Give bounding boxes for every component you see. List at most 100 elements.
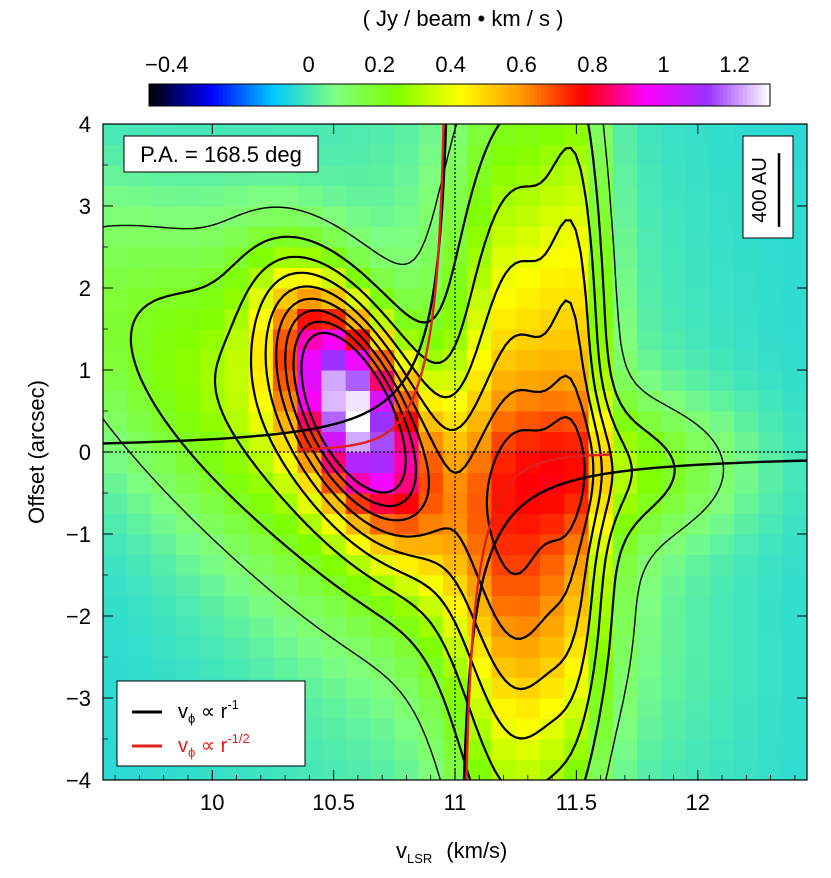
heatmap-cell xyxy=(175,554,201,576)
heatmap-cell xyxy=(103,657,104,678)
heatmap-cell xyxy=(370,267,395,289)
heatmap-cell xyxy=(321,493,347,514)
colorbar-segment xyxy=(672,84,678,106)
heatmap-cell xyxy=(685,206,711,227)
heatmap-cell xyxy=(491,308,517,330)
colorbar-segment xyxy=(249,84,255,106)
heatmap-cell xyxy=(200,247,225,268)
heatmap-cell xyxy=(685,185,711,207)
heatmap-cell xyxy=(491,124,517,145)
heatmap-cell xyxy=(175,370,201,391)
heatmap-cell xyxy=(394,554,420,576)
heatmap-cell xyxy=(807,186,831,207)
heatmap-cell xyxy=(467,124,492,145)
heatmap-cell xyxy=(151,411,177,432)
heatmap-cell xyxy=(612,759,638,780)
heatmap-cell xyxy=(491,739,517,760)
heatmap-cell xyxy=(370,431,395,453)
colorbar-segment xyxy=(409,84,414,106)
heatmap-cell xyxy=(612,226,638,248)
heatmap-cell xyxy=(539,452,565,473)
colorbar-segment xyxy=(246,84,251,106)
colorbar-segment xyxy=(630,84,635,106)
colorbar-segment xyxy=(176,84,181,106)
heatmap-cell xyxy=(661,349,687,371)
heatmap-cell xyxy=(807,350,831,371)
heatmap-cell xyxy=(103,267,128,289)
heatmap-cell xyxy=(515,698,541,719)
heatmap-cell xyxy=(612,288,638,309)
heatmap-cell xyxy=(467,657,492,678)
heatmap-cell xyxy=(321,657,347,678)
heatmap-cell xyxy=(200,616,225,637)
heatmap-cell xyxy=(539,390,565,412)
heatmap-cell xyxy=(224,247,250,268)
heatmap-cell xyxy=(539,718,565,740)
colorbar-segment xyxy=(696,84,701,106)
heatmap-cell xyxy=(151,185,177,207)
heatmap-cell xyxy=(709,677,735,699)
heatmap-cell xyxy=(782,616,807,637)
heatmap-cell xyxy=(637,308,662,330)
heatmap-cell xyxy=(734,247,759,268)
heatmap-cell xyxy=(515,329,541,350)
colorbar-segment xyxy=(393,84,398,106)
heatmap-cell xyxy=(345,677,371,699)
heatmap-cell xyxy=(151,657,177,678)
colorbar-segment xyxy=(350,84,356,106)
heatmap-cell xyxy=(588,185,614,207)
heatmap-cell xyxy=(467,472,492,494)
colorbar-segment xyxy=(312,84,317,106)
colorbar-segment xyxy=(230,84,235,106)
heatmap-cell xyxy=(224,452,250,473)
heatmap-cell xyxy=(637,206,662,227)
heatmap-cell xyxy=(224,370,250,391)
heatmap-cell xyxy=(321,677,347,699)
heatmap-cell xyxy=(709,411,735,432)
heatmap-cell xyxy=(103,411,128,432)
heatmap-cell xyxy=(272,390,298,412)
heatmap-cell xyxy=(248,452,274,473)
colorbar-segment xyxy=(218,84,224,106)
colorbar-segment xyxy=(397,84,402,106)
heatmap-cell xyxy=(103,165,104,186)
heatmap-cell xyxy=(709,390,735,412)
heatmap-cell xyxy=(637,698,662,719)
heatmap-cell xyxy=(103,411,104,432)
heatmap-cell xyxy=(224,657,250,678)
heatmap-cell xyxy=(370,165,395,186)
colorbar-segment xyxy=(315,84,321,106)
colorbar-segment xyxy=(704,84,709,106)
heatmap-cell xyxy=(807,227,831,248)
heatmap-cell xyxy=(661,534,687,555)
heatmap-cell xyxy=(807,145,831,166)
heatmap-cell xyxy=(175,431,201,453)
colorbar-segment xyxy=(440,84,445,106)
rotation-curves xyxy=(103,124,807,780)
heatmap-cell xyxy=(807,452,831,473)
heatmap-cell xyxy=(539,759,565,780)
heatmap-cell xyxy=(467,144,492,166)
colorbar-tick-label: 0.6 xyxy=(506,52,537,77)
colorbar-segment xyxy=(490,84,496,106)
heatmap-cell xyxy=(442,165,468,186)
heatmap-cell xyxy=(661,575,687,596)
colorbar-segment xyxy=(447,84,453,106)
heatmap-cell xyxy=(248,349,274,371)
heatmap-cell xyxy=(418,595,444,617)
contour-level xyxy=(275,297,595,640)
heatmap-cell xyxy=(515,206,541,227)
heatmap-cell xyxy=(807,432,831,453)
heatmap-cell xyxy=(685,308,711,330)
heatmap-cell xyxy=(151,452,177,473)
heatmap-cell xyxy=(734,636,759,658)
heatmap-cell xyxy=(248,247,274,268)
heatmap-cell xyxy=(151,267,177,289)
heatmap-cell xyxy=(224,226,250,248)
heatmap-cell xyxy=(394,575,420,596)
heatmap-cell xyxy=(709,472,735,494)
heatmap-cell xyxy=(151,636,177,658)
heatmap-cell xyxy=(103,616,128,637)
colorbar-segment xyxy=(533,84,538,106)
heatmap-cell xyxy=(297,616,322,637)
